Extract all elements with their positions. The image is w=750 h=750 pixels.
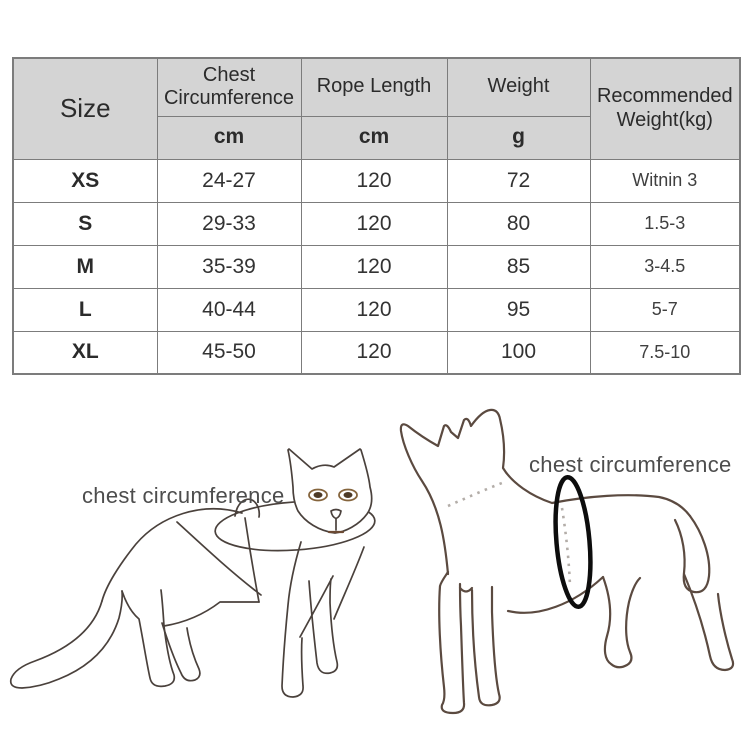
cell-size: L bbox=[12, 287, 158, 332]
cat-head bbox=[287, 448, 373, 534]
cat-leg-separation-line bbox=[299, 575, 334, 638]
cell-rope: 120 bbox=[300, 244, 448, 289]
dog-front-leg-far bbox=[470, 585, 501, 707]
cat-illustration bbox=[9, 448, 376, 698]
cat-belly-line bbox=[163, 601, 260, 627]
table-row-m: M 35-39 120 85 3-4.5 bbox=[12, 244, 741, 289]
cell-size: S bbox=[12, 201, 158, 246]
cell-chest: 24-27 bbox=[156, 158, 302, 203]
cat-nose bbox=[330, 508, 342, 520]
cell-chest: 45-50 bbox=[156, 330, 302, 375]
cell-weight: 72 bbox=[446, 158, 591, 203]
cell-weight: 85 bbox=[446, 244, 591, 289]
cat-harness-back-loop bbox=[234, 498, 261, 518]
dog-chest-arch bbox=[458, 586, 474, 593]
cell-weight: 100 bbox=[446, 330, 591, 375]
cell-recommended: Witnin 3 bbox=[589, 158, 741, 203]
cat-front-leg bbox=[281, 541, 304, 698]
cell-rope: 120 bbox=[300, 158, 448, 203]
cell-rope: 120 bbox=[300, 330, 448, 375]
cat-harness-side-strap bbox=[244, 517, 260, 603]
cell-recommended: 7.5-10 bbox=[589, 330, 741, 375]
dog-neck-dotted-line bbox=[447, 481, 503, 508]
dog-hind-leg-far bbox=[682, 572, 735, 672]
unit-rope-cm: cm bbox=[300, 115, 448, 160]
cat-harness-diagonal-strap bbox=[176, 521, 262, 596]
dog-chest-ring bbox=[553, 474, 593, 610]
cat-chest-line bbox=[333, 546, 365, 620]
dog-illustration bbox=[399, 408, 735, 715]
cell-recommended: 1.5-3 bbox=[589, 201, 741, 246]
cell-chest: 35-39 bbox=[156, 244, 302, 289]
dog-front-leg bbox=[438, 570, 466, 715]
cell-weight: 80 bbox=[446, 201, 591, 246]
cat-eye-left bbox=[308, 488, 328, 502]
cell-rope: 120 bbox=[300, 287, 448, 332]
dog-belly-line bbox=[506, 575, 605, 614]
column-header-rope-length: Rope Length bbox=[300, 57, 448, 117]
cat-back-outline bbox=[101, 507, 243, 602]
cell-recommended: 3-4.5 bbox=[589, 244, 741, 289]
cell-size: XS bbox=[12, 158, 158, 203]
dog-head-back-outline bbox=[399, 408, 692, 576]
cat-front-leg-far bbox=[308, 578, 339, 675]
column-header-recommended-weight: Recommended Weight(kg) bbox=[589, 57, 741, 160]
table-row-s: S 29-33 120 80 1.5-3 bbox=[12, 201, 741, 246]
column-header-weight: Weight bbox=[446, 57, 591, 117]
column-header-size: Size bbox=[12, 57, 158, 160]
cell-chest: 40-44 bbox=[156, 287, 302, 332]
table-row-xl: XL 45-50 120 100 7.5-10 bbox=[12, 330, 741, 375]
column-header-chest-circumference: Chest Circumference bbox=[156, 57, 302, 117]
cell-chest: 29-33 bbox=[156, 201, 302, 246]
cell-recommended: 5-7 bbox=[589, 287, 741, 332]
unit-chest-cm: cm bbox=[156, 115, 302, 160]
cell-rope: 120 bbox=[300, 201, 448, 246]
dog-tail bbox=[673, 514, 711, 594]
table-row-xs: XS 24-27 120 72 Witnin 3 bbox=[12, 158, 741, 203]
cat-tail bbox=[9, 590, 124, 689]
cell-size: M bbox=[12, 244, 158, 289]
cell-weight: 95 bbox=[446, 287, 591, 332]
size-table: Size Chest Circumference Rope Length Wei… bbox=[12, 57, 741, 375]
dog-chest-label: chest circumference bbox=[529, 452, 732, 477]
cat-eye-right bbox=[338, 488, 358, 502]
cell-size: XL bbox=[12, 330, 158, 375]
cat-chest-label: chest circumference bbox=[82, 483, 285, 508]
dog-hind-leg bbox=[601, 575, 642, 669]
cat-rear-leg-far bbox=[161, 622, 201, 682]
unit-weight-g: g bbox=[446, 115, 591, 160]
table-row-l: L 40-44 120 95 5-7 bbox=[12, 287, 741, 332]
